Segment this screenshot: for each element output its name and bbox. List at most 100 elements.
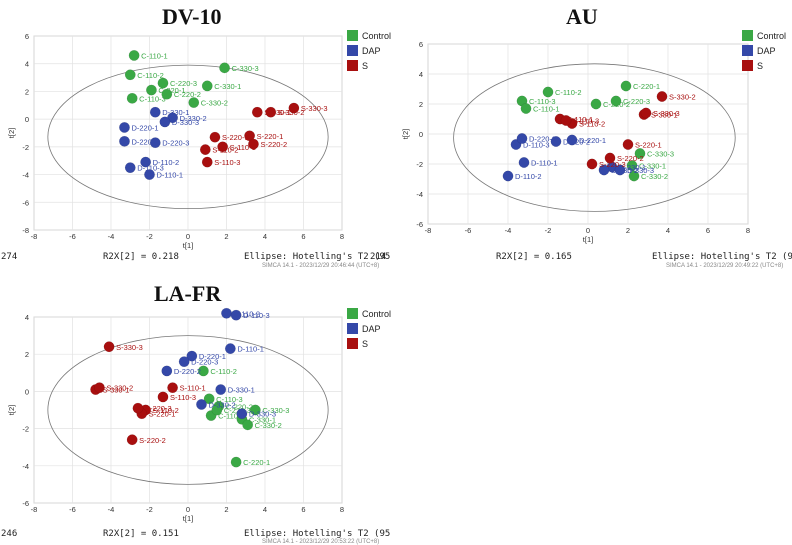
point-label-c-110-1: C-110-1 (218, 412, 245, 421)
point-label-c-330-3: C-330-3 (232, 64, 259, 73)
hotelling-ellipse (47, 64, 329, 210)
point-label-d-110-3: D-110-3 (243, 311, 270, 320)
point-label-c-110-3: C-110-3 (529, 97, 556, 106)
hotelling-ellipse (453, 63, 736, 212)
y-tick-label: -2 (416, 160, 423, 169)
point-label-s-220-3: S-220-3 (599, 160, 626, 169)
point-c-220-3 (610, 95, 622, 107)
point-d-110-2 (140, 156, 152, 168)
chart-title-dv10: DV-10 (162, 4, 222, 29)
point-label-c-220-1: C-220-1 (633, 82, 660, 91)
point-d-330-2 (598, 164, 610, 176)
point-label-s-110-1: S-110-1 (180, 384, 206, 393)
point-label-s-110-3: S-110-3 (170, 393, 196, 402)
point-c-330-2 (188, 97, 200, 108)
point-s-220-1 (622, 139, 634, 150)
point-label-d-330-2: D-330-2 (180, 114, 207, 123)
software-stamp-au: SIMCA 14.1 - 2023/12/29 20:49:22 (UTC+8) (666, 263, 784, 269)
point-label-d-220-1: D-220-1 (199, 352, 226, 361)
point-label-d-110-2: D-110-2 (153, 158, 180, 167)
point-label-c-330-2: C-330-2 (641, 172, 668, 181)
y-tick-label: 4 (419, 70, 423, 79)
point-c-330-1 (626, 160, 638, 171)
legend-item-s: S (347, 336, 391, 351)
point-d-220-3 (149, 137, 161, 149)
legend-label-s: S (362, 338, 369, 349)
x-axis-label: t[1] (183, 241, 193, 250)
point-label-c-330-2: C-330-2 (255, 421, 282, 430)
legend-swatch-dap (347, 45, 358, 56)
point-d-220-1 (566, 134, 578, 146)
point-label-c-330-2: C-330-2 (201, 99, 228, 108)
point-s-330-3 (640, 107, 652, 119)
point-label-s-330-1: S-330-1 (103, 386, 130, 395)
point-d-330-1 (215, 384, 227, 395)
point-label-s-220-3: S-220-3 (145, 404, 172, 413)
point-c-110-1 (128, 49, 140, 61)
r2x-label-lafr: R2X[2] = 0.151 (103, 529, 179, 539)
point-label-s-220-3: S-220-3 (222, 133, 249, 142)
legend-label-dap: DAP (362, 45, 381, 56)
point-s-330-2 (265, 106, 277, 118)
point-label-c-220-3: C-220-3 (170, 79, 197, 88)
legend-label-control: Control (362, 308, 392, 319)
y-tick-label: -8 (22, 226, 29, 235)
point-c-220-2 (161, 88, 173, 100)
x-tick-label: -4 (108, 505, 115, 514)
point-label-d-330-1: D-330-1 (619, 163, 646, 172)
r2x-label-dv10: R2X[2] = 0.218 (103, 252, 179, 262)
x-tick-label: 4 (263, 232, 267, 241)
point-label-c-110-1: C-110-1 (141, 51, 168, 60)
y-tick-label: -2 (22, 143, 29, 152)
point-label-s-220-2: S-220-2 (617, 154, 644, 163)
x-tick-label: 8 (340, 505, 344, 514)
point-d-110-1 (144, 169, 155, 181)
legend-item-dap: DAP (347, 43, 391, 58)
point-label-c-110-2: C-110-2 (210, 367, 237, 376)
x-tick-label: 2 (626, 226, 630, 235)
legend-label-control: Control (362, 30, 392, 41)
point-label-c-110-2: C-110-2 (137, 71, 164, 80)
legend-label-dap: DAP (757, 45, 776, 56)
y-tick-label: -4 (22, 171, 29, 180)
point-d-110-2 (502, 170, 514, 182)
ellipse-label-lafr: Ellipse: Hotelling's T2 (95 (244, 529, 391, 539)
point-label-s-330-1: S-330-1 (264, 108, 291, 117)
r2x-label-au: R2X[2] = 0.165 (496, 252, 572, 262)
y-tick-label: -2 (22, 425, 29, 434)
point-label-d-220-2: D-220-2 (131, 137, 158, 146)
point-d-330-1 (149, 106, 161, 118)
point-label-d-220-3: D-220-3 (162, 139, 189, 148)
point-c-220-1 (620, 80, 632, 92)
legend-item-dap: DAP (347, 321, 391, 336)
x-tick-label: -6 (69, 505, 76, 514)
y-tick-label: 4 (25, 313, 29, 322)
point-label-d-110-1: D-110-1 (157, 171, 184, 180)
point-d-110-1 (224, 343, 236, 355)
point-d-220-1 (119, 122, 130, 133)
legend-label-s: S (757, 60, 764, 71)
point-label-d-110-1: D-110-1 (531, 159, 558, 168)
point-label-c-220-2: C-220-2 (174, 90, 201, 99)
point-c-220-3 (157, 77, 169, 89)
legend-swatch-s (347, 338, 358, 349)
y-tick-label: 6 (25, 32, 29, 41)
legend-item-s: S (742, 58, 786, 73)
point-label-c-220-3: C-220-3 (224, 406, 251, 415)
y-tick-label: 0 (25, 387, 29, 396)
point-label-d-220-3: D-220-3 (529, 135, 556, 144)
scatter-plot-au: -8 -6 -4 -2 0 2 4 6 8-6-4-20246t[1]t[2]C-110-2C-… (401, 40, 750, 244)
point-c-110-2 (124, 69, 136, 81)
scatter-plot-lafr: -8 -6 -4 -2 0 2 4 6 8-6-4-2024t[1]t[2]C-110-1C-1… (7, 307, 344, 523)
y-axis-label: t[2] (7, 128, 16, 138)
point-s-110-3 (157, 391, 169, 403)
point-s-110-1 (217, 141, 229, 153)
point-s-330-2 (94, 382, 105, 394)
point-s-220-2 (604, 152, 616, 164)
x-tick-label: -4 (108, 232, 115, 241)
y-tick-label: -4 (416, 190, 423, 199)
ellipse-label-au: Ellipse: Hotelling's T2 (95 (652, 252, 792, 262)
x-tick-label: -2 (146, 232, 153, 241)
legend-au: Control DAP S (742, 28, 786, 73)
point-label-s-220-2: S-220-2 (260, 140, 287, 149)
